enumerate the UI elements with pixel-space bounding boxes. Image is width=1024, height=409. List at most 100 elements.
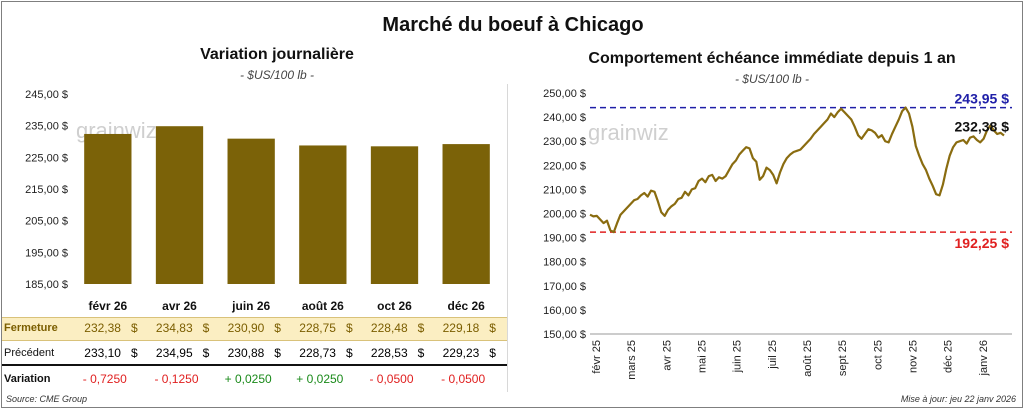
bar-chart: 245,00 $ 235,00 $ 225,00 $ 215,00 $ 205,00 $… [25,89,490,313]
y-tick-label: 205,00 $ [25,216,68,228]
cell-currency: $ [489,321,496,335]
x-category-label: févr 26 [88,299,127,313]
table-cell: 232,38 $ [72,321,138,335]
cell-value: 229,18 [442,321,480,335]
cell-value: 233,10 [84,346,121,360]
cell-value: 228,53 [370,346,408,360]
table-cell: 228,48 $ [359,321,425,335]
y-tick-label: 170,00 $ [543,281,586,293]
y-tick-label: 210,00 $ [543,184,586,196]
left-chart-title: Variation journalière [200,46,354,63]
table-row-label: Fermeture [4,322,58,334]
table-cell: 234,95 $ [144,346,210,360]
main-title: Marché du boeuf à Chicago [382,14,644,36]
x-tick-label: sept 25 [837,340,849,376]
x-tick-label: nov 25 [908,340,920,373]
table-row-precedent-bg [2,341,507,366]
table-cell: - 0,0500 [441,372,486,386]
cell-value: 230,90 [227,321,265,335]
cell-currency: $ [417,321,425,335]
cell-value: 234,83 [155,321,193,335]
table-cell: 228,73 $ [287,346,353,360]
y-tick-label: 235,00 $ [25,121,68,133]
table-cell: 228,53 $ [359,346,425,360]
cell-value: 228,48 [370,321,408,335]
y-tick-label: 160,00 $ [543,305,586,317]
right-chart-unit: - $US/100 lb - [734,72,810,86]
y-tick-label: 250,00 $ [543,88,586,100]
bar [155,126,204,284]
table-cell: - 0,1250 [154,372,199,386]
line-chart: 250,00 $ 240,00 $ 230,00 $ 220,00 $ 210,00 $… [543,88,1012,380]
x-category-label: août 26 [302,299,344,313]
high-value-label: 243,95 $ [955,91,1010,107]
y-tick-label: 215,00 $ [25,184,68,196]
cell-currency: $ [345,346,353,360]
watermark-text: grainwiz [588,120,669,145]
cell-currency: $ [130,321,138,335]
x-category-label: juin 26 [231,299,270,313]
source-note: Source: CME Group [6,394,88,404]
y-tick-label: 230,00 $ [543,136,586,148]
cell-value: 228,75 [299,321,336,335]
y-tick-label: 195,00 $ [25,247,68,259]
x-tick-label: mai 25 [697,340,709,373]
bar [227,138,275,284]
x-tick-label: mars 25 [626,340,638,380]
low-value-label: 192,25 $ [955,235,1010,251]
y-tick-label: 200,00 $ [543,209,586,221]
cell-value: 229,23 [442,346,480,360]
x-tick-label: oct 25 [872,340,884,370]
y-tick-label: 185,00 $ [25,279,68,291]
bar [84,133,132,284]
x-category-label: avr 26 [162,299,197,313]
x-tick-label: févr 25 [591,340,603,374]
last-value-label: 232,38 $ [955,118,1010,134]
table-cell: 229,18 $ [430,321,496,335]
price-series-line [589,106,1005,234]
cell-currency: $ [274,321,281,335]
table-cell: + 0,0250 [296,372,344,386]
cell-value: 228,73 [299,346,336,360]
table-cell: 234,83 $ [144,321,209,335]
x-tick-label: juin 25 [732,340,744,373]
table-row-fermeture-bg [2,317,507,341]
cell-currency: $ [274,346,281,360]
table-row-label: Variation [4,373,51,385]
table-row-label: Précédent [4,347,55,359]
x-tick-label: avr 25 [661,340,673,371]
table-cell: 230,88 $ [215,346,281,360]
cell-value: 232,38 [84,321,121,335]
cell-currency: $ [130,346,138,360]
x-tick-label: juil 25 [767,340,779,370]
cell-currency: $ [417,346,425,360]
cell-value: 234,95 [155,346,193,360]
y-tick-label: 225,00 $ [25,152,68,164]
table-cell: 228,75 $ [287,321,353,335]
y-tick-label: 190,00 $ [543,233,586,245]
left-chart-unit: - $US/100 lb - [239,68,315,82]
x-category-label: déc 26 [447,299,485,313]
table-cell: + 0,0250 [224,372,272,386]
table-cell: - 0,0500 [369,372,414,386]
cell-currency: $ [202,346,210,360]
y-tick-label: 180,00 $ [543,257,586,269]
x-tick-label: août 25 [802,340,814,377]
bar [442,144,490,284]
x-tick-label: déc 25 [943,340,955,373]
cell-currency: $ [489,346,496,360]
bar [370,146,419,284]
update-note: Mise à jour: jeu 22 janv 2026 [900,394,1016,404]
y-tick-label: 150,00 $ [543,329,586,341]
panel-divider [507,84,508,392]
table-cell: 233,10 $ [72,346,138,360]
cell-currency: $ [345,321,353,335]
table-cell: 230,90 $ [215,321,281,335]
y-tick-label: 245,00 $ [25,89,68,101]
x-tick-label: janv 26 [978,340,990,376]
table-cell: 229,23 $ [430,346,496,360]
x-category-label: oct 26 [377,299,412,313]
right-chart-title: Comportement échéance immédiate depuis 1… [588,50,956,67]
cell-value: 230,88 [227,346,265,360]
